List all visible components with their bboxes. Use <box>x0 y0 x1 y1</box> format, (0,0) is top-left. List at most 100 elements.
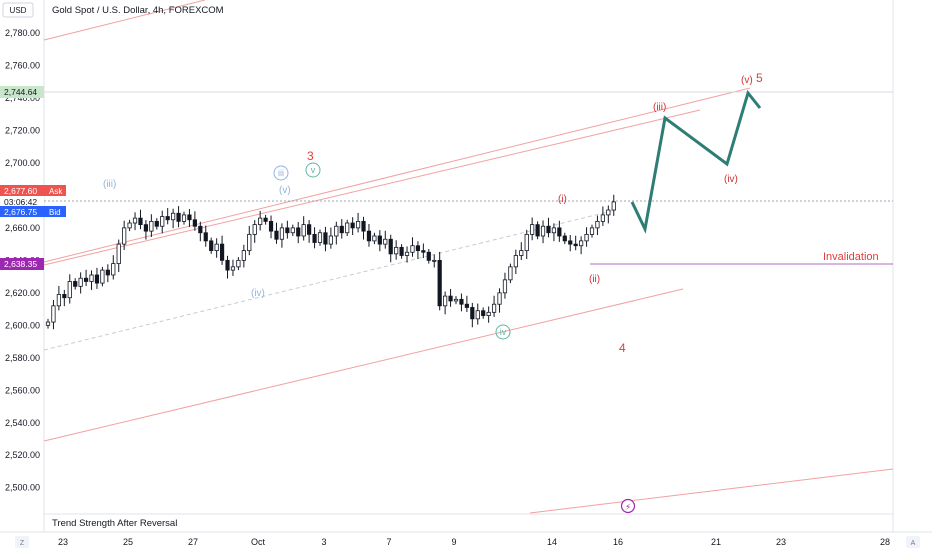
candle-body[interactable] <box>83 277 89 282</box>
candle-body[interactable] <box>209 240 214 252</box>
candle-body[interactable] <box>568 240 573 245</box>
candle-body[interactable] <box>573 243 578 247</box>
candle-body[interactable] <box>187 214 192 221</box>
candle-body[interactable] <box>530 224 535 235</box>
candle-body[interactable] <box>513 255 518 268</box>
candle-body[interactable] <box>372 235 377 242</box>
candle-body[interactable] <box>165 216 170 221</box>
candle-body[interactable] <box>551 227 557 234</box>
candle-body[interactable] <box>263 217 268 222</box>
candle-body[interactable] <box>285 227 290 234</box>
candle-body[interactable] <box>481 310 486 316</box>
candle-body[interactable] <box>290 227 295 234</box>
candle-body[interactable] <box>247 233 252 252</box>
candle-body[interactable] <box>214 243 219 252</box>
candle-body[interactable] <box>404 251 410 256</box>
candle-body[interactable] <box>225 259 230 271</box>
candle-body[interactable] <box>149 220 154 232</box>
candle-body[interactable] <box>312 233 317 243</box>
candle-body[interactable] <box>562 235 567 242</box>
candle-body[interactable] <box>410 245 415 253</box>
candle-body[interactable] <box>595 220 600 229</box>
candle-body[interactable] <box>464 303 469 308</box>
candle-body[interactable] <box>138 217 143 226</box>
candle-body[interactable] <box>491 303 497 313</box>
candle-body[interactable] <box>181 214 187 222</box>
candle-body[interactable] <box>535 224 540 237</box>
candle-body[interactable] <box>557 227 562 237</box>
candle-body[interactable] <box>274 230 279 240</box>
candle-body[interactable] <box>453 298 459 302</box>
candle-body[interactable] <box>236 259 241 268</box>
lightning-event-icon[interactable] <box>620 498 636 514</box>
candle-body[interactable] <box>470 307 475 320</box>
candle-body[interactable] <box>394 246 399 255</box>
candlestick-series[interactable] <box>45 194 616 330</box>
candle-body[interactable] <box>203 232 208 242</box>
candle-body[interactable] <box>350 222 355 229</box>
candle-body[interactable] <box>94 274 100 284</box>
candle-body[interactable] <box>540 225 546 237</box>
candle-body[interactable] <box>328 235 333 245</box>
candle-body[interactable] <box>51 305 56 323</box>
candle-body[interactable] <box>89 274 94 282</box>
candle-body[interactable] <box>361 220 366 232</box>
candle-body[interactable] <box>67 281 72 299</box>
lower-channel-line[interactable] <box>43 288 684 442</box>
candle-body[interactable] <box>399 246 404 256</box>
candle-body[interactable] <box>345 222 350 234</box>
candle-body[interactable] <box>78 277 83 287</box>
candle-body[interactable] <box>73 281 78 287</box>
candle-body[interactable] <box>105 269 110 276</box>
currency-badge[interactable] <box>2 2 34 18</box>
dashed-trend-line[interactable] <box>43 209 617 351</box>
candle-body[interactable] <box>432 259 437 262</box>
candle-body[interactable] <box>388 238 393 255</box>
candle-body[interactable] <box>317 232 323 243</box>
candle-body[interactable] <box>323 232 328 245</box>
candle-body[interactable] <box>143 224 149 232</box>
candle-body[interactable] <box>589 227 595 235</box>
wave3-channel-line-b[interactable] <box>43 109 701 266</box>
candle-body[interactable] <box>127 222 132 229</box>
candle-body[interactable] <box>268 220 274 232</box>
candle-body[interactable] <box>611 201 616 211</box>
candle-body[interactable] <box>45 321 51 326</box>
candle-body[interactable] <box>122 227 127 245</box>
candle-body[interactable] <box>415 245 421 252</box>
candle-body[interactable] <box>606 209 611 216</box>
candle-body[interactable] <box>448 295 453 302</box>
candle-body[interactable] <box>171 212 176 221</box>
auto-scale-button[interactable] <box>906 536 920 548</box>
candle-body[interactable] <box>258 217 263 226</box>
candle-body[interactable] <box>426 251 431 261</box>
candle-body[interactable] <box>475 310 480 320</box>
candle-body[interactable] <box>154 220 159 227</box>
candle-body[interactable] <box>584 233 589 242</box>
candle-body[interactable] <box>100 269 105 284</box>
trend-lines[interactable] <box>43 0 894 514</box>
upper-channel-line[interactable] <box>43 0 206 41</box>
candle-body[interactable] <box>339 225 344 234</box>
candle-body[interactable] <box>192 219 197 227</box>
candle-body[interactable] <box>241 250 246 261</box>
candle-body[interactable] <box>176 212 181 222</box>
candle-body[interactable] <box>524 233 529 252</box>
candle-body[interactable] <box>366 230 372 242</box>
candle-body[interactable] <box>160 216 165 227</box>
candle-body[interactable] <box>116 243 121 265</box>
wave-projection-path[interactable] <box>630 89 762 234</box>
candle-body[interactable] <box>279 227 285 240</box>
candle-body[interactable] <box>334 225 339 237</box>
candle-body[interactable] <box>198 225 203 234</box>
candle-body[interactable] <box>377 235 382 245</box>
time-axis[interactable]: 23 25 27 Oct 3 7 9 14 16 21 23 28 <box>58 537 890 547</box>
candle-body[interactable] <box>546 225 551 234</box>
candle-body[interactable] <box>459 298 464 305</box>
candle-body[interactable] <box>437 259 442 307</box>
candle-body[interactable] <box>443 295 448 307</box>
candle-body[interactable] <box>355 220 361 229</box>
candle-body[interactable] <box>62 294 67 299</box>
candle-body[interactable] <box>421 250 426 253</box>
